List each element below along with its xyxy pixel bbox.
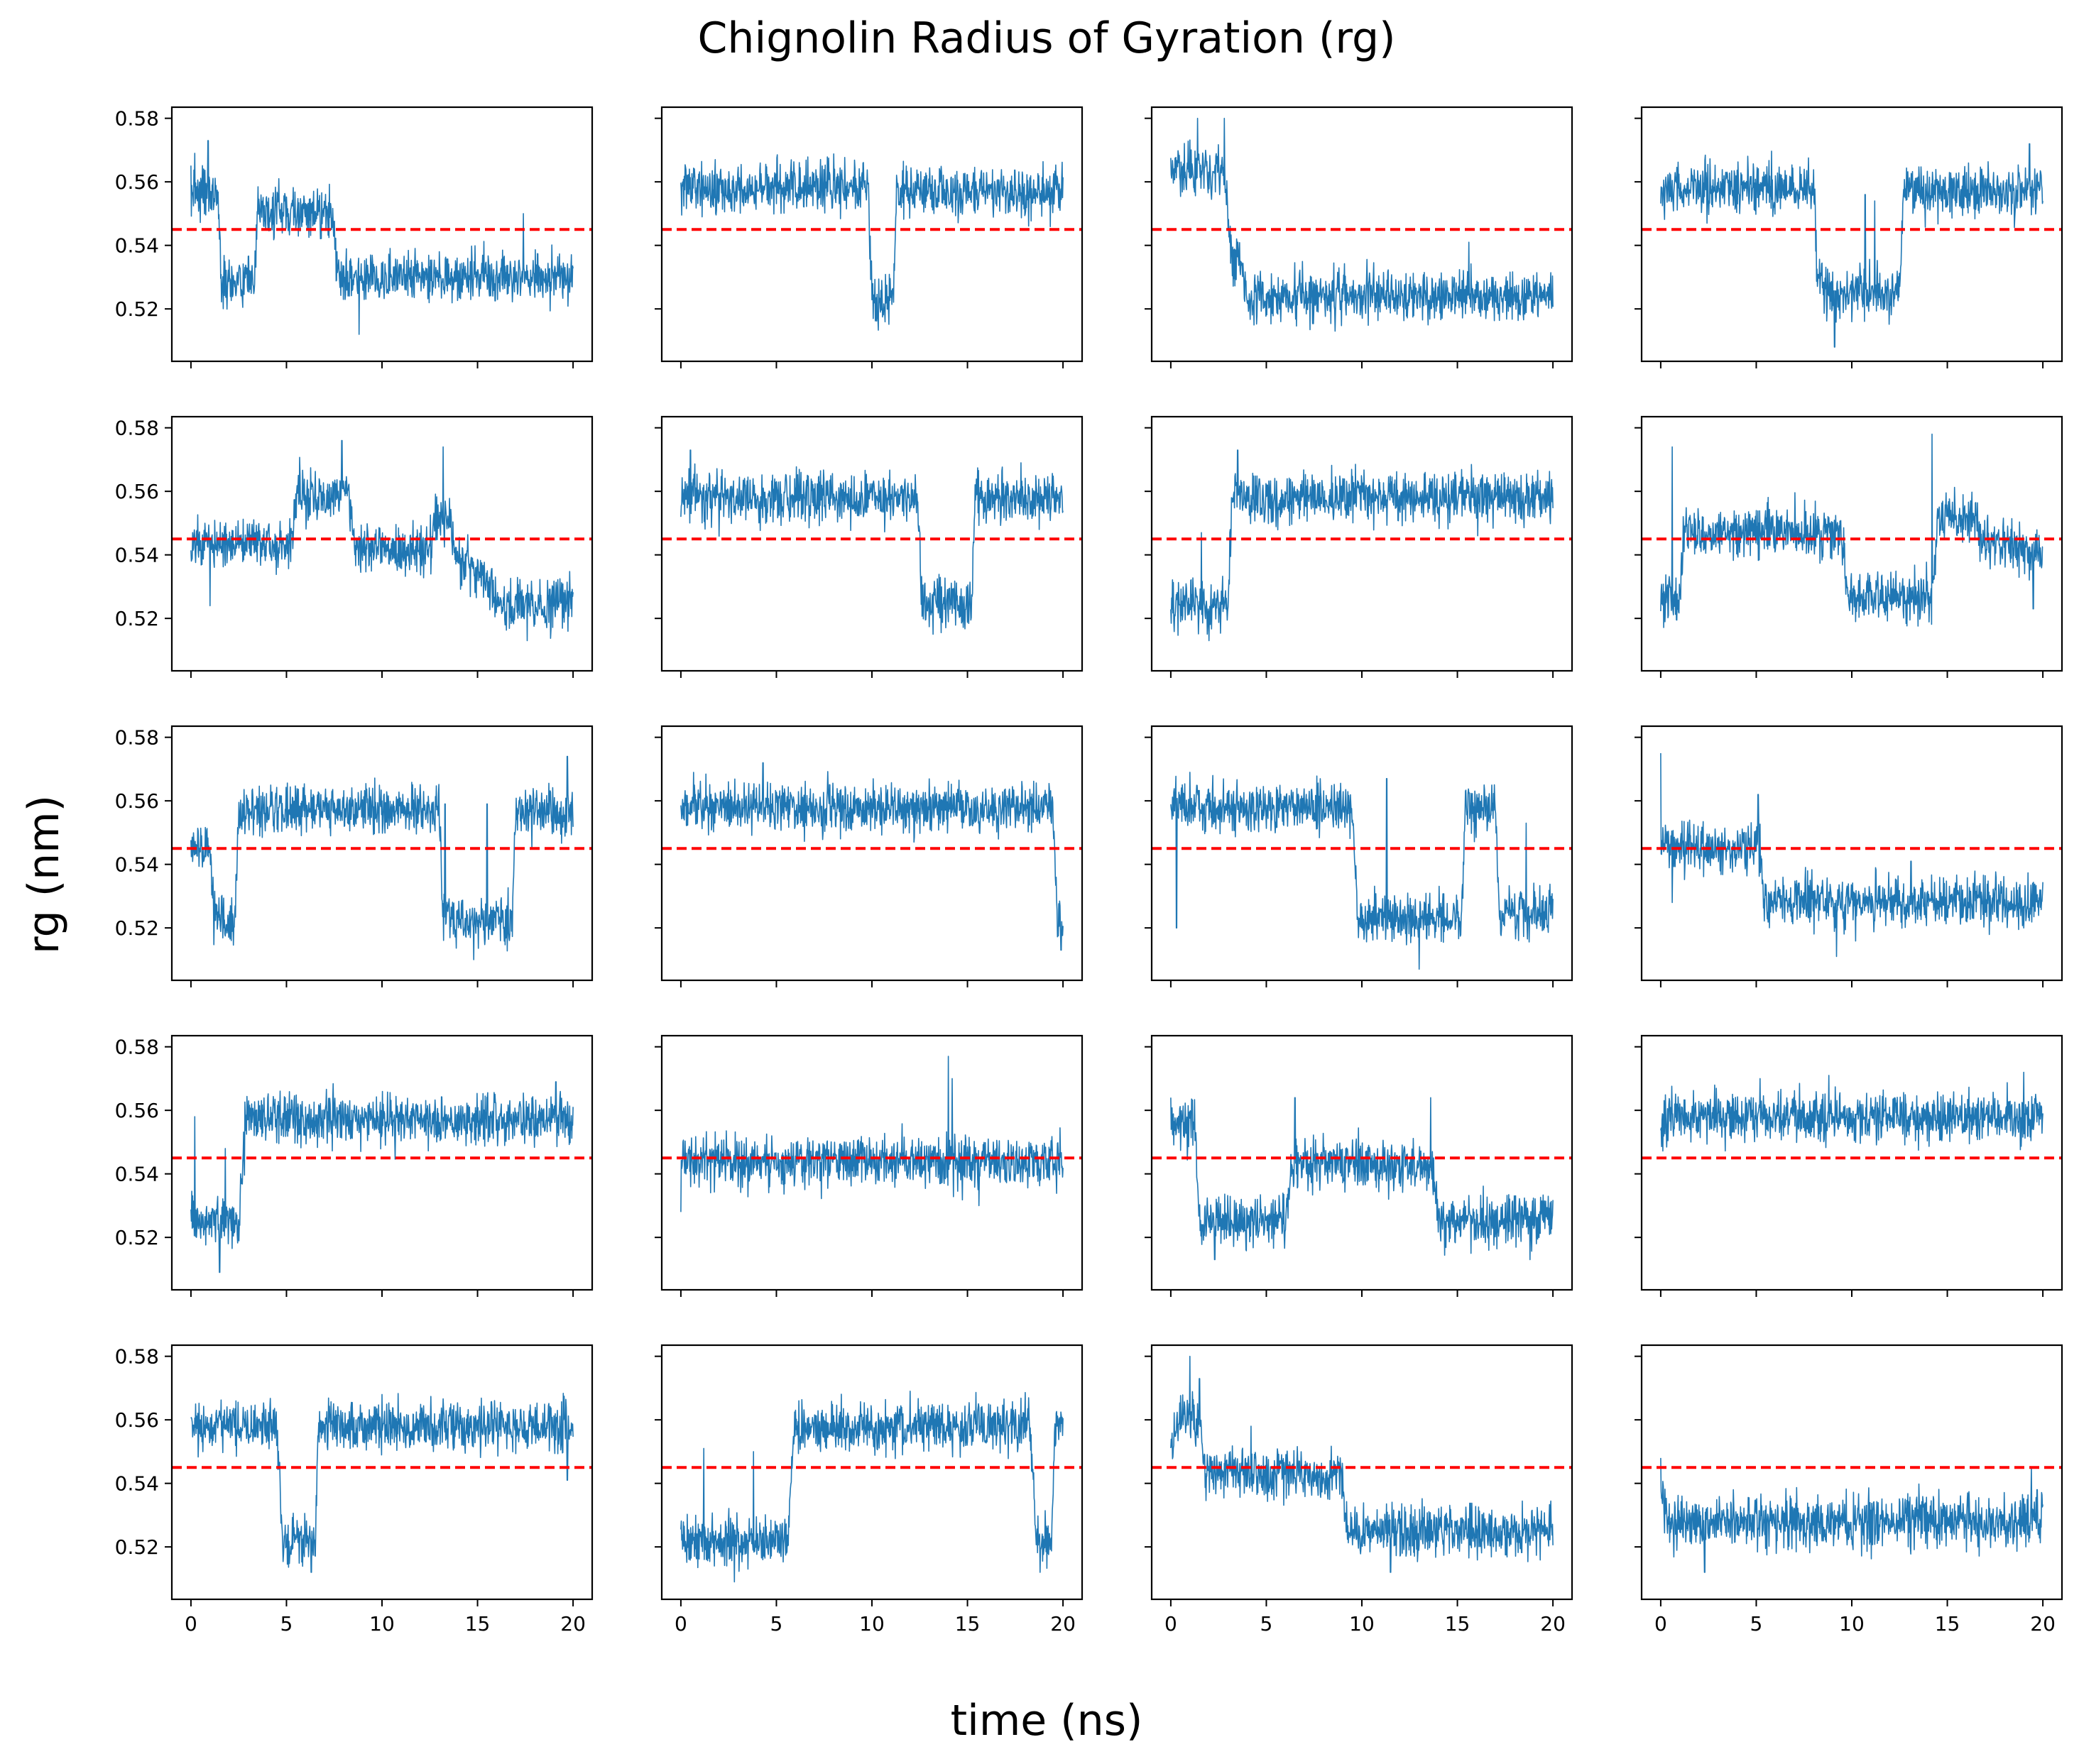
subplot-1-2 [655, 106, 1084, 368]
subplot-5-1: 0 5 10 15 20 0.52 0.54 0.56 0.58 [115, 1344, 594, 1636]
rg-series-line [190, 140, 574, 335]
axes-frame [170, 725, 594, 982]
y-tick-label: 0.58 [115, 1036, 159, 1059]
rg-series-line [1660, 752, 2043, 958]
y-tick-label: 0.52 [115, 1535, 159, 1559]
x-axis-label: time (ns) [951, 1696, 1143, 1746]
y-tick-label: 0.54 [115, 853, 159, 877]
x-tick-label: 10 [1839, 1612, 1865, 1636]
x-tick-label: 0 [185, 1612, 197, 1636]
axes-frame [170, 106, 594, 363]
y-tick-label: 0.58 [115, 726, 159, 750]
x-tick-label: 10 [859, 1612, 885, 1636]
subplot-5-2: 0 5 10 15 20 [655, 1344, 1084, 1636]
rg-series-line [1660, 143, 2043, 348]
subplot-4-1: 0.52 0.54 0.56 0.58 [115, 1034, 594, 1297]
rg-series-line [680, 1391, 1064, 1583]
rg-series-line [1170, 772, 1554, 970]
subplot-3-4 [1635, 725, 2063, 987]
subplot-5-4: 0 5 10 15 20 [1635, 1344, 2063, 1636]
subplot-grid: 0.52 0.54 0.56 0.58 0.52 0.54 0.56 0.58 0.52 0.54… [115, 106, 2063, 1636]
subplot-4-4 [1635, 1034, 2063, 1297]
axes-frame [1150, 106, 1573, 363]
axes-frame [1640, 1034, 2063, 1291]
x-tick-label: 15 [465, 1612, 491, 1636]
subplot-2-3 [1145, 415, 1573, 678]
x-tick-label: 5 [1260, 1612, 1273, 1636]
rg-series-line [680, 153, 1064, 331]
rg-series-line [1170, 1355, 1554, 1573]
y-tick-label: 0.56 [115, 789, 159, 813]
x-tick-label: 20 [2030, 1612, 2056, 1636]
subplot-4-3 [1145, 1034, 1573, 1297]
rg-series-line [680, 449, 1064, 635]
rg-series-line [1170, 1097, 1554, 1261]
y-tick-label: 0.52 [115, 916, 159, 940]
rg-series-line [1660, 1457, 2043, 1573]
rg-series-line [1170, 449, 1554, 642]
y-axis-label: rg (nm) [19, 795, 69, 954]
x-tick-label: 15 [955, 1612, 981, 1636]
axes-frame [170, 1344, 594, 1601]
y-tick-label: 0.54 [115, 1472, 159, 1496]
y-tick-label: 0.56 [115, 480, 159, 503]
rg-series-line [680, 762, 1064, 951]
x-tick-label: 10 [369, 1612, 395, 1636]
rg-series-line [190, 439, 574, 642]
x-tick-label: 15 [1935, 1612, 1960, 1636]
x-tick-label: 0 [675, 1612, 687, 1636]
x-tick-label: 10 [1349, 1612, 1375, 1636]
x-tick-label: 20 [1540, 1612, 1566, 1636]
subplot-2-1: 0.52 0.54 0.56 0.58 [115, 415, 594, 678]
y-tick-label: 0.58 [115, 417, 159, 440]
axes-frame [1640, 106, 2063, 363]
subplot-2-4 [1635, 415, 2063, 678]
y-tick-label: 0.52 [115, 297, 159, 321]
rg-series-line [1660, 433, 2043, 628]
y-tick-label: 0.54 [115, 544, 159, 567]
y-tick-label: 0.54 [115, 1163, 159, 1186]
subplot-3-2 [655, 725, 1084, 987]
subplot-1-4 [1635, 106, 2063, 368]
subplot-4-2 [655, 1034, 1084, 1297]
rg-series-line [1660, 1071, 2043, 1152]
y-tick-label: 0.56 [115, 1408, 159, 1432]
y-tick-label: 0.54 [115, 234, 159, 258]
x-tick-label: 20 [1050, 1612, 1076, 1636]
subplot-3-3 [1145, 725, 1573, 987]
axes-frame [660, 725, 1084, 982]
y-tick-label: 0.56 [115, 1099, 159, 1122]
chart-title: Chignolin Radius of Gyration (rg) [698, 13, 1396, 63]
axes-frame [1150, 725, 1573, 982]
y-tick-label: 0.52 [115, 1226, 159, 1249]
y-tick-label: 0.52 [115, 607, 159, 630]
x-tick-label: 15 [1445, 1612, 1470, 1636]
x-tick-label: 5 [1750, 1612, 1763, 1636]
axes-frame [170, 1034, 594, 1291]
y-tick-label: 0.58 [115, 1345, 159, 1369]
y-tick-label: 0.56 [115, 170, 159, 194]
axes-frame [660, 415, 1084, 672]
x-tick-label: 5 [770, 1612, 783, 1636]
rg-series-line [190, 755, 574, 960]
rg-series-line [190, 1393, 574, 1573]
x-tick-label: 0 [1654, 1612, 1667, 1636]
x-tick-label: 20 [560, 1612, 586, 1636]
axes-frame [1150, 415, 1573, 672]
x-tick-label: 5 [280, 1612, 293, 1636]
rg-series-line [1170, 117, 1554, 332]
rg-series-line [680, 1056, 1064, 1212]
subplot-3-1: 0.52 0.54 0.56 0.58 [115, 725, 594, 987]
subplot-2-2 [655, 415, 1084, 678]
subplot-5-3: 0 5 10 15 20 [1145, 1344, 1573, 1636]
axes-frame [660, 106, 1084, 363]
y-tick-label: 0.58 [115, 107, 159, 131]
subplot-1-1: 0.52 0.54 0.56 0.58 [115, 106, 594, 368]
subplot-1-3 [1145, 106, 1573, 368]
rg-series-line [190, 1081, 574, 1273]
x-tick-label: 0 [1164, 1612, 1177, 1636]
